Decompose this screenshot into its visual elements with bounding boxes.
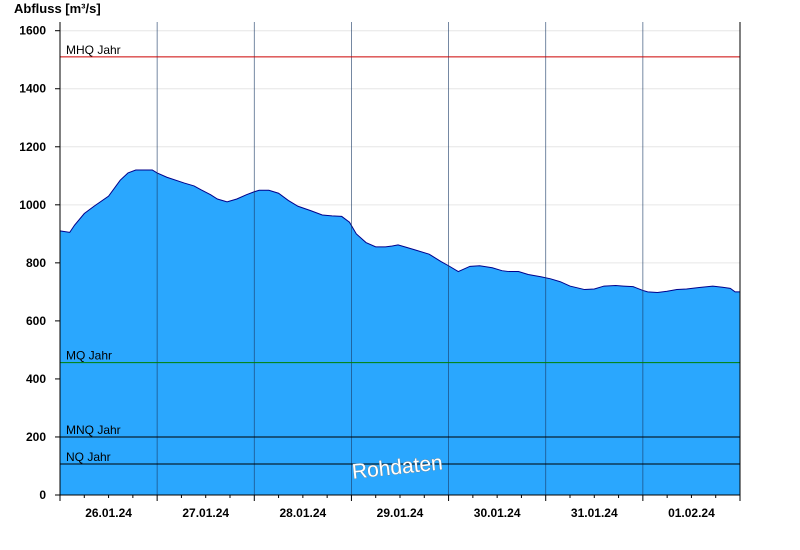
y-tick-label: 800 — [26, 256, 46, 270]
x-tick-label: 30.01.24 — [474, 506, 521, 520]
x-tick-label: 28.01.24 — [279, 506, 326, 520]
x-tick-label: 29.01.24 — [377, 506, 424, 520]
reference-line-label: MQ Jahr — [66, 349, 112, 363]
discharge-area — [60, 169, 740, 496]
reference-line-label: MNQ Jahr — [66, 423, 121, 437]
y-tick-label: 1600 — [19, 24, 46, 38]
y-axis-label: Abfluss [m³/s] — [14, 1, 101, 16]
x-tick-label: 01.02.24 — [668, 506, 715, 520]
y-tick-label: 200 — [26, 430, 46, 444]
x-tick-label: 26.01.24 — [85, 506, 132, 520]
y-tick-label: 600 — [26, 314, 46, 328]
y-tick-label: 1000 — [19, 198, 46, 212]
y-tick-label: 0 — [39, 488, 46, 502]
plot-area: MHQ Jahr MQ Jahr MNQ Jahr NQ Jahr 0 200 400 600… — [19, 22, 741, 520]
y-tick-label: 1200 — [19, 140, 46, 154]
x-tick-label: 27.01.24 — [182, 506, 229, 520]
discharge-line — [59, 169, 740, 293]
y-tick-label: 1400 — [19, 82, 46, 96]
x-tick-label: 31.01.24 — [571, 506, 618, 520]
y-tick-label: 400 — [26, 372, 46, 386]
reference-line-label: MHQ Jahr — [66, 43, 121, 57]
reference-line-label: NQ Jahr — [66, 450, 111, 464]
